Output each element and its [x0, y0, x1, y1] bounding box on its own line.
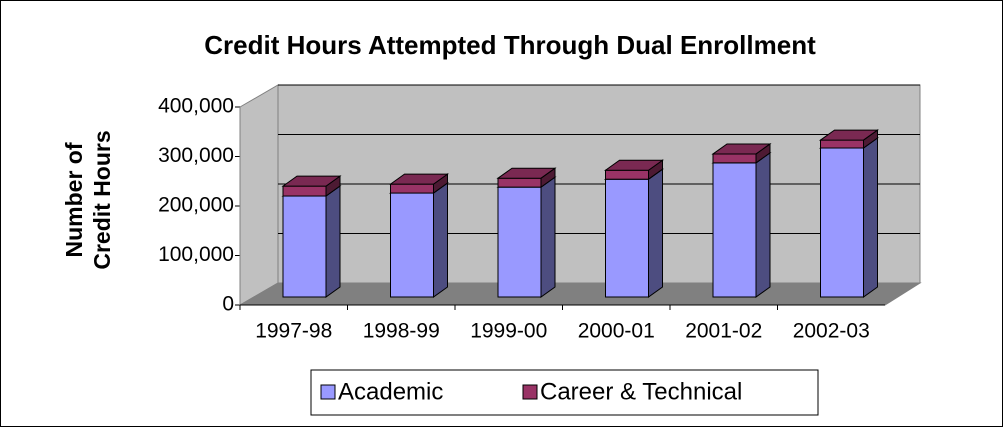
bar	[282, 195, 327, 298]
y-tick-label: 100,000	[158, 243, 234, 266]
legend-swatch	[320, 384, 336, 400]
y-tick-label: 300,000	[158, 144, 234, 167]
bar-top	[496, 167, 557, 179]
x-tick-label: 1999-00	[470, 320, 547, 343]
bar-top	[281, 175, 342, 187]
legend-label: Career & Technical	[540, 378, 742, 405]
legend	[310, 369, 819, 416]
bar-side	[863, 137, 878, 298]
bar-top	[388, 173, 450, 185]
bar	[712, 153, 757, 164]
bar-side	[325, 185, 341, 298]
bar	[605, 178, 649, 298]
bar-side	[433, 182, 448, 298]
chart-title: Credit Hours Attempted Through Dual Enro…	[204, 30, 816, 60]
bar	[497, 177, 542, 188]
y-axis-label: Credit Hours	[89, 130, 115, 269]
bar-side	[540, 176, 556, 298]
bar	[820, 147, 864, 298]
bar	[605, 169, 649, 180]
floor	[238, 282, 922, 306]
legend-swatch	[522, 384, 538, 400]
bar-top	[711, 143, 772, 155]
bar-top	[818, 129, 880, 141]
x-tick-label: 2001-02	[685, 320, 762, 343]
legend-label: Academic	[338, 378, 443, 405]
bar	[712, 162, 757, 298]
bar	[282, 185, 327, 197]
y-axis-label: Number of	[61, 142, 87, 257]
y-tick-label: 400,000	[158, 95, 234, 118]
bar-top	[603, 159, 665, 171]
side-wall	[239, 84, 279, 306]
y-tick-label: 200,000	[158, 194, 234, 217]
bar	[497, 186, 542, 298]
bar-side	[755, 151, 771, 298]
bar	[390, 192, 434, 298]
x-tick-label: 1997-98	[255, 320, 332, 343]
y-tick-label: 0	[222, 293, 234, 316]
x-tick-label: 1998-99	[363, 320, 440, 343]
x-tick-label: 2000-01	[578, 320, 655, 343]
x-tick-label: 2002-03	[793, 320, 870, 343]
bar-side	[648, 168, 663, 298]
bar	[390, 183, 434, 194]
bar	[820, 139, 864, 149]
